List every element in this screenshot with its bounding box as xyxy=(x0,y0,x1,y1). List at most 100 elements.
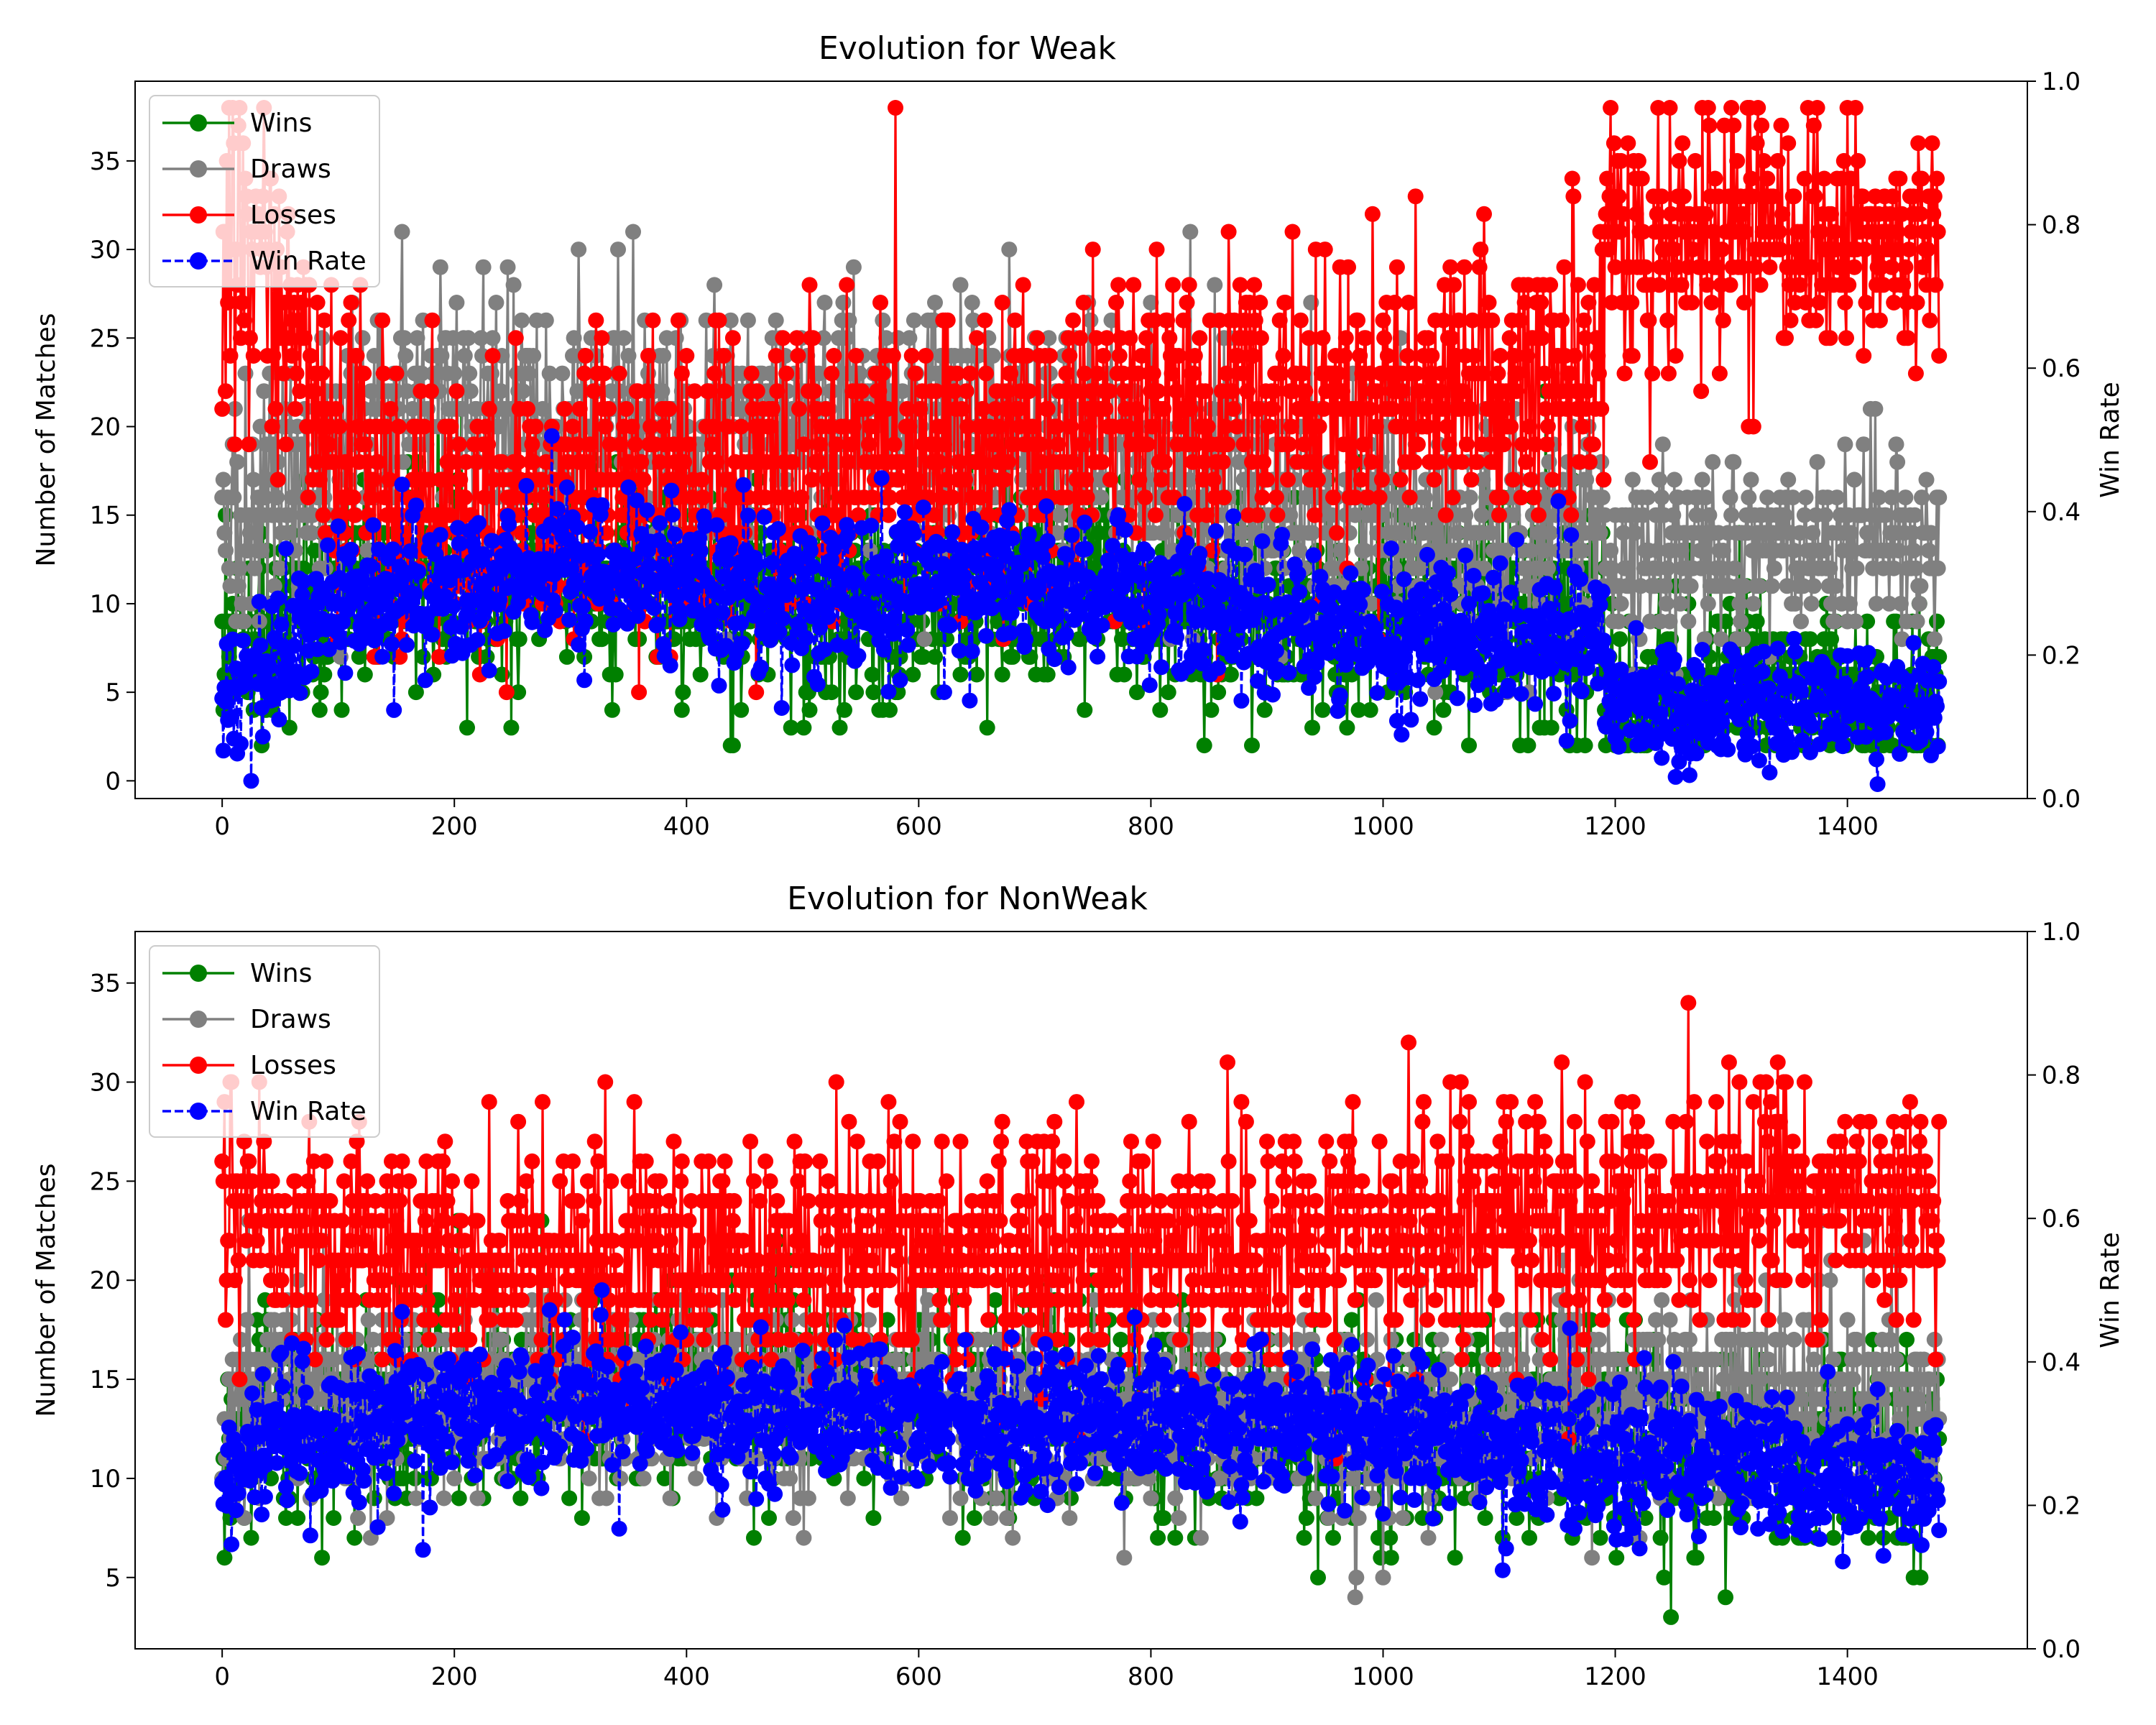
data-point xyxy=(1084,242,1101,258)
data-point xyxy=(930,418,946,435)
data-point xyxy=(1156,454,1173,470)
data-point xyxy=(771,624,788,640)
data-point xyxy=(681,436,697,453)
data-point xyxy=(561,612,578,628)
data-point xyxy=(852,365,867,382)
data-point xyxy=(1484,312,1501,328)
data-point xyxy=(1744,188,1761,205)
data-point xyxy=(1355,436,1371,453)
data-point xyxy=(1634,170,1650,187)
data-point xyxy=(1660,365,1677,382)
data-point xyxy=(577,348,594,364)
data-point xyxy=(1927,277,1944,293)
data-point xyxy=(1322,454,1339,470)
data-point xyxy=(1823,631,1839,648)
data-point xyxy=(1424,525,1441,541)
data-point xyxy=(1015,277,1031,293)
data-point xyxy=(377,489,393,506)
data-point xyxy=(496,622,512,639)
data-point xyxy=(409,330,425,346)
data-point xyxy=(1924,135,1940,152)
data-point xyxy=(1116,666,1133,683)
data-point xyxy=(1907,507,1923,523)
data-point xyxy=(1273,365,1289,382)
data-point xyxy=(706,365,723,382)
data-point xyxy=(218,383,234,400)
data-point xyxy=(914,613,931,630)
data-point xyxy=(1905,543,1922,558)
data-point xyxy=(1432,383,1448,400)
data-point xyxy=(1059,489,1076,506)
data-point xyxy=(860,436,877,453)
data-point xyxy=(265,348,282,364)
data-point xyxy=(1846,472,1863,488)
data-point xyxy=(1700,595,1716,612)
data-point xyxy=(415,648,431,665)
data-point xyxy=(985,348,1001,364)
data-point xyxy=(1847,100,1864,116)
data-point xyxy=(1745,418,1761,435)
data-point xyxy=(1659,560,1676,576)
data-point xyxy=(1886,560,1902,576)
data-point xyxy=(1409,365,1425,382)
data-point xyxy=(271,712,287,728)
data-point xyxy=(1314,330,1331,346)
data-point xyxy=(407,586,423,602)
data-point xyxy=(1695,543,1712,558)
data-point xyxy=(1578,472,1595,488)
data-point xyxy=(1715,543,1731,558)
data-point xyxy=(1892,170,1908,187)
data-point xyxy=(1079,489,1095,506)
data-point xyxy=(892,648,908,665)
data-point xyxy=(1139,436,1156,453)
data-point xyxy=(1301,330,1317,346)
data-point xyxy=(1246,277,1263,293)
data-point xyxy=(1899,330,1916,346)
data-point xyxy=(1780,135,1797,152)
data-point xyxy=(1590,365,1607,382)
data-point xyxy=(1269,507,1286,523)
data-point xyxy=(278,540,294,557)
data-point xyxy=(1220,224,1237,240)
data-point xyxy=(1277,295,1294,310)
data-point xyxy=(793,489,810,506)
data-point xyxy=(676,454,693,470)
data-point xyxy=(456,348,473,364)
data-point xyxy=(452,472,469,488)
data-point xyxy=(814,515,831,532)
data-point xyxy=(220,295,236,310)
data-point xyxy=(927,648,943,665)
data-point xyxy=(1843,170,1859,187)
data-point xyxy=(667,526,683,543)
data-point xyxy=(333,702,350,718)
data-point xyxy=(1797,489,1814,506)
data-point xyxy=(1406,454,1423,470)
data-point xyxy=(1654,188,1670,205)
data-point xyxy=(734,635,750,652)
data-point xyxy=(410,564,427,580)
data-point xyxy=(1733,259,1750,275)
chart-title: Evolution for Weak xyxy=(819,30,1117,67)
data-point xyxy=(1909,613,1925,630)
data-point xyxy=(952,277,969,293)
data-point xyxy=(1442,259,1459,275)
data-point xyxy=(1701,117,1718,134)
data-point xyxy=(1752,277,1769,293)
data-point xyxy=(279,525,295,541)
data-point xyxy=(1890,543,1907,558)
data-point xyxy=(354,573,371,589)
data-point xyxy=(1686,224,1703,240)
data-point xyxy=(1072,631,1088,648)
data-point xyxy=(1454,454,1470,470)
data-point xyxy=(280,507,297,523)
data-point xyxy=(979,719,995,736)
data-point xyxy=(784,454,801,470)
data-point xyxy=(1256,454,1272,470)
data-point xyxy=(337,665,354,681)
data-point xyxy=(1266,383,1282,400)
data-point xyxy=(1612,224,1628,240)
data-point xyxy=(424,626,441,643)
data-point xyxy=(1029,330,1046,346)
data-point xyxy=(1001,242,1018,258)
data-point xyxy=(1197,383,1214,400)
